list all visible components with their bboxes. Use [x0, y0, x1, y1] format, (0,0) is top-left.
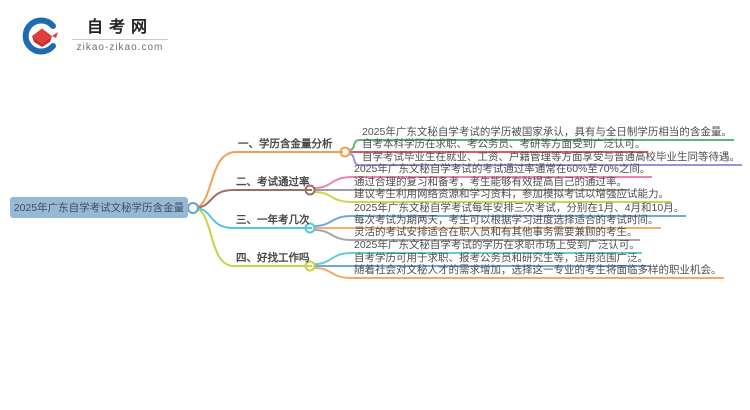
edge-b4-leaf3 — [313, 267, 353, 279]
leaf-node[interactable]: 灵活的考试安排适合在职人员和有其他事务需要兼顾的考生。 — [352, 226, 640, 241]
edge-root-branch4 — [192, 207, 235, 267]
leaf-node[interactable]: 自学考试毕业生在就业、工资、户籍管理等方面享受与普通高校毕业生同等待遇。 — [360, 151, 742, 166]
edge-b2-leaf1 — [313, 176, 353, 189]
leaf-node[interactable]: 随着社会对文秘人才的需求增加，选择这一专业的考生将面临多样的职业机会。 — [352, 264, 724, 279]
leaf-node[interactable]: 通过合理的复习和备考，考生能够有效提高自己的通过率。 — [352, 176, 629, 191]
root-node-toggle[interactable] — [187, 202, 199, 214]
zikao-logo-icon — [22, 17, 58, 55]
branch-node-degree-value[interactable]: 一、学历含金量分析 — [236, 138, 343, 153]
edge-root-branch2 — [192, 189, 235, 209]
logo-text-block: 自考网 zikao-zikao.com — [72, 19, 168, 54]
edge-b4-leaf1 — [313, 252, 353, 265]
edge-b1-leaf1 — [348, 139, 361, 151]
leaf-node[interactable]: 2025年广东文秘自学考试每年安排三次考试，分别在1月、4月和10月。 — [352, 202, 687, 217]
branch-node-exams-per-year[interactable]: 三、一年考几次 — [234, 214, 312, 229]
branch-node-job-prospects[interactable]: 四、好找工作吗 — [234, 252, 312, 267]
edge-b3-leaf1 — [313, 215, 353, 227]
root-topic-node[interactable]: 2025年广东自学考试文秘学历含金量 — [10, 197, 188, 218]
edge-b2-leaf3 — [313, 191, 353, 203]
leaf-node[interactable]: 自考本科学历在求职、考公务员、考研等方面受到广泛认可。 — [360, 138, 648, 153]
leaf-node[interactable]: 2025年广东文秘自学考试的学历被国家承认，具有与全日制学历相当的含金量。 — [360, 126, 734, 141]
logo-divider — [72, 38, 168, 40]
leaf-node[interactable]: 2025年广东文秘自学考试的考试通过率通常在60%至70%之间。 — [352, 163, 653, 178]
leaf-node[interactable]: 自考学历可用于求职、报考公务员和研究生等，适用范围广泛。 — [352, 252, 650, 267]
edge-b3-leaf3 — [313, 229, 353, 241]
branch-node-pass-rate[interactable]: 二、考试通过率 — [234, 176, 312, 191]
logo-domain: zikao-zikao.com — [76, 41, 164, 53]
edge-root-branch1 — [192, 151, 237, 209]
logo-title: 自考网 — [86, 18, 153, 36]
leaf-node[interactable]: 建议考生利用网络资源和学习资料，参加模拟考试以增强应试能力。 — [352, 188, 671, 203]
site-logo: 自考网 zikao-zikao.com — [22, 12, 182, 60]
leaf-node[interactable]: 2025年广东文秘自学考试的学历在求职市场上受到广泛认可。 — [352, 239, 642, 254]
leaf-node[interactable]: 每次考试为期两天，考生可以根据学习进度选择适合的考试时间。 — [352, 214, 661, 229]
edge-root-branch3 — [192, 207, 235, 229]
